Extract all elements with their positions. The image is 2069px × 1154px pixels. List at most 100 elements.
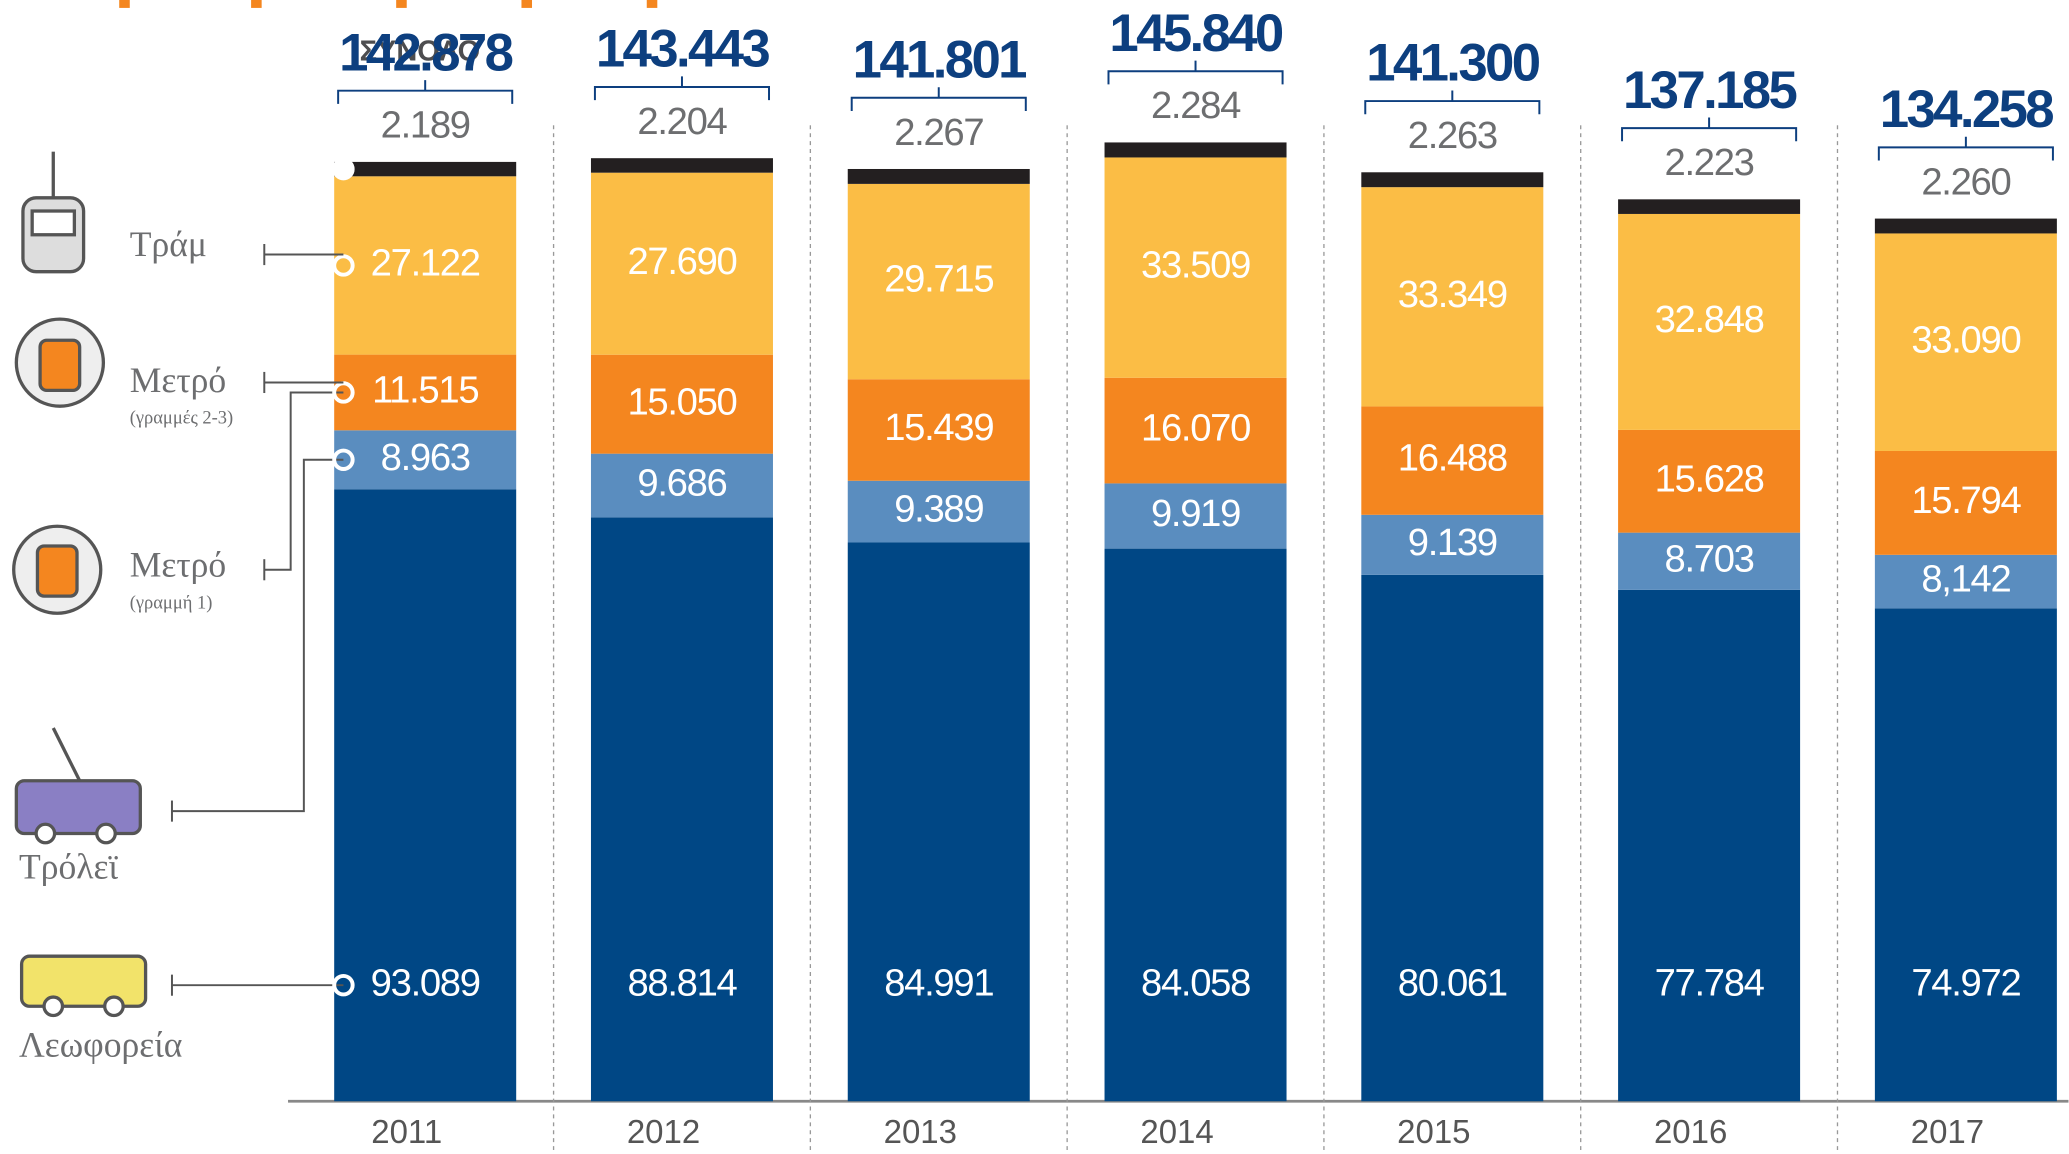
bar-segment (1104, 142, 1287, 158)
bar-segment (590, 158, 773, 173)
bar-segment (1361, 514, 1544, 575)
bar-segment (1874, 608, 2057, 1102)
x-tick-label: 2017 (1911, 1113, 1984, 1150)
total-bracket (1364, 90, 1541, 115)
leader-dot (332, 973, 355, 997)
legend-label: Μετρό (130, 545, 226, 585)
value-label: 2.189 (381, 104, 470, 147)
value-label: 16.070 (1141, 407, 1250, 450)
value-label: 33.090 (1911, 318, 2020, 361)
value-label: 33.349 (1398, 273, 1507, 316)
total-label: 134.258 (1880, 80, 2054, 139)
value-label: 74.972 (1911, 961, 2020, 1004)
value-label: 9.389 (894, 488, 983, 531)
value-label: 11.515 (372, 369, 478, 412)
x-tick-label: 2011 (371, 1113, 442, 1150)
bar-segment (1874, 233, 2057, 451)
value-label: 8.963 (381, 436, 470, 479)
bar-segment (334, 176, 517, 355)
total-label: 141.300 (1366, 34, 1540, 93)
total-bracket (850, 87, 1027, 111)
bar-segment (1618, 532, 1801, 590)
value-label: 77.784 (1655, 961, 1765, 1004)
value-label: 9.919 (1151, 492, 1240, 535)
leader-line (264, 391, 344, 571)
x-tick-label: 2014 (1140, 1113, 1213, 1150)
bar-segment (334, 354, 517, 431)
leader-dot (332, 448, 355, 471)
value-label: 80.061 (1398, 961, 1507, 1004)
bar-segment (1104, 483, 1287, 549)
bar-segment (1104, 377, 1287, 484)
value-label: 9.686 (637, 462, 726, 505)
value-label: 8,142 (1921, 558, 2010, 601)
value-label: 27.690 (627, 240, 736, 283)
bar-segment (590, 517, 773, 1102)
bar-segment (1618, 589, 1801, 1102)
legend-note: (γραμμή 1) (130, 592, 213, 613)
bar-segment (1361, 187, 1544, 407)
bar-segment (1874, 218, 2057, 234)
value-label: 93.089 (371, 961, 480, 1004)
legend-label: Τρόλεϊ (19, 847, 119, 887)
bar-segment (847, 480, 1030, 543)
bar-segment (590, 354, 773, 454)
leader-dot (332, 254, 355, 277)
bar-segment (847, 379, 1030, 481)
total-label: 141.801 (853, 30, 1027, 89)
bar-segment (1874, 450, 2057, 555)
bar-segment (847, 542, 1030, 1102)
value-label: 16.488 (1398, 437, 1507, 480)
leader-dot (332, 157, 355, 181)
bar-segment (1618, 199, 1801, 214)
value-label: 15.050 (627, 380, 736, 423)
value-label: 27.122 (371, 242, 480, 285)
value-label: 84.058 (1141, 961, 1250, 1004)
bar-segment (847, 168, 1030, 184)
value-label: 2.223 (1665, 141, 1754, 184)
bar-segment (590, 172, 773, 355)
legend-label: Λεωφορεία (19, 1025, 182, 1065)
value-label: 2.204 (637, 100, 727, 143)
bar-segment (1361, 574, 1544, 1102)
bar-segment (1618, 429, 1801, 533)
legend-label: Μετρό (130, 360, 226, 400)
value-label: 2.284 (1151, 84, 1241, 127)
bar-segment (590, 453, 773, 518)
leader-line (171, 458, 344, 813)
legend-label: Τράμ (130, 224, 207, 264)
total-label: 145.840 (1109, 4, 1283, 63)
bar-segment (1104, 157, 1287, 378)
value-label: 2.263 (1408, 114, 1497, 157)
bar-segment (1361, 406, 1544, 515)
total-label: 137.185 (1623, 61, 1797, 120)
total-bracket (1621, 117, 1798, 142)
value-label: 8.703 (1665, 537, 1754, 580)
bar-segment (1104, 548, 1287, 1102)
value-label: 88.814 (627, 961, 737, 1004)
total-bracket (1877, 136, 2054, 161)
value-label: 15.628 (1655, 457, 1764, 500)
value-label: 15.794 (1911, 479, 2021, 522)
total-label: ΣΥΝΟΛΟ (360, 35, 481, 67)
header-stripes (119, 0, 658, 8)
value-label: 15.439 (884, 406, 993, 449)
x-tick-label: 2012 (627, 1113, 700, 1150)
legend-note: (γραμμές 2-3) (130, 408, 233, 429)
total-label: 142.878 (339, 23, 513, 82)
value-label: 2.260 (1921, 160, 2010, 203)
value-label: 33.509 (1141, 244, 1250, 287)
total-bracket (1107, 60, 1284, 85)
bar-segment (847, 183, 1030, 380)
total-bracket (337, 80, 514, 104)
bar-segment (334, 489, 517, 1102)
bar-segment (1874, 554, 2057, 609)
value-label: 2.267 (894, 111, 983, 154)
bar-segment (1618, 213, 1801, 430)
bar-segment (1361, 172, 1544, 188)
icons (12, 151, 148, 1018)
value-label: 84.991 (884, 961, 993, 1004)
total-label: 143.443 (596, 20, 770, 79)
x-tick-label: 2015 (1397, 1113, 1470, 1150)
